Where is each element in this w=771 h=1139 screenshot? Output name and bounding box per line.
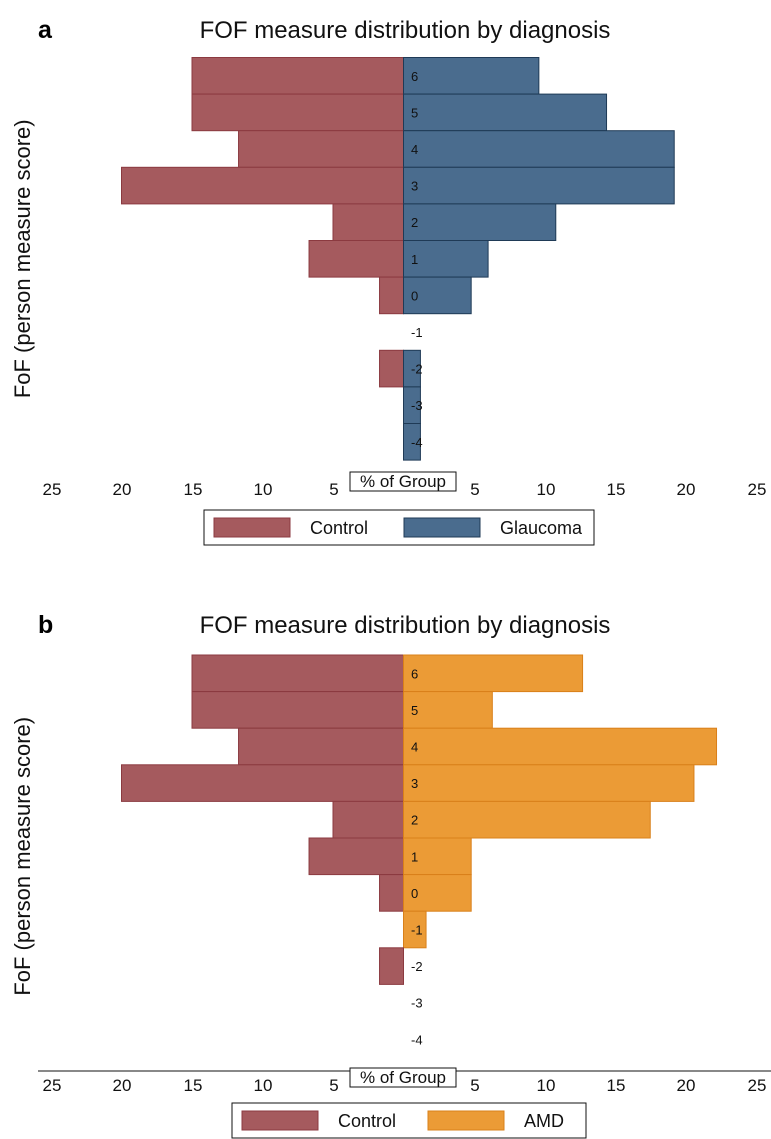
legend-swatch-control (241, 1110, 319, 1131)
bar-glaucoma-6 (403, 57, 540, 95)
legend-swatch-control (213, 517, 291, 538)
category-label: 5 (411, 105, 418, 120)
bar-glaucoma-5 (403, 93, 608, 132)
bar-control-5 (191, 93, 404, 132)
bar-control-4 (238, 727, 404, 766)
category-label: -3 (411, 398, 423, 413)
bar-glaucoma--4 (403, 423, 421, 461)
bar-glaucoma-1 (403, 240, 489, 278)
chart-title: FOF measure distribution by diagnosis (200, 612, 611, 639)
bar-amd-6 (403, 654, 584, 693)
bar-control--2 (379, 947, 404, 985)
category-label: 1 (411, 849, 418, 864)
bar-control-3 (121, 166, 404, 205)
bar-glaucoma-2 (403, 203, 557, 241)
category-label: -1 (411, 923, 423, 938)
bar-amd-5 (403, 691, 493, 729)
legend-label-control: Control (338, 1111, 396, 1131)
category-label: 6 (411, 69, 418, 84)
x-tick-label: 15 (184, 480, 203, 499)
category-label: -3 (411, 996, 423, 1011)
legend: Control Glaucoma (203, 509, 595, 546)
category-label: -4 (411, 435, 423, 450)
x-tick-label: 15 (607, 1076, 626, 1095)
x-tick-label: 20 (677, 480, 696, 499)
legend-swatch-amd (427, 1110, 505, 1131)
category-label: 5 (411, 703, 418, 718)
x-axis-label: % of Group (360, 472, 446, 491)
bar-control-1 (308, 837, 404, 876)
category-label: 1 (411, 252, 418, 267)
x-tick-label: 10 (254, 1076, 273, 1095)
bar-control-2 (332, 203, 404, 241)
bar-amd-2 (403, 800, 651, 839)
x-tick-label: 25 (748, 1076, 767, 1095)
bars (121, 57, 675, 461)
x-axis-caption-box (349, 1067, 457, 1088)
x-tick-label: 20 (113, 480, 132, 499)
bar-control-5 (191, 691, 404, 729)
x-tick-label: 5 (470, 480, 479, 499)
bar-control-0 (379, 276, 404, 315)
x-tick-label: 15 (607, 480, 626, 499)
bar-control-4 (238, 130, 404, 168)
x-tick-label: 20 (677, 1076, 696, 1095)
panel-label: b (38, 611, 53, 639)
bar-control-6 (191, 57, 404, 95)
bar-glaucoma-0 (403, 276, 472, 315)
chart-panel-a: a FOF measure distribution by diagnosis Fo… (10, 16, 767, 546)
x-tick-label: 25 (748, 480, 767, 499)
legend-label-control: Control (310, 518, 368, 538)
category-label: 0 (411, 288, 418, 303)
x-tick-label: 5 (329, 1076, 338, 1095)
x-tick-label: 5 (329, 480, 338, 499)
x-tick-label: 10 (537, 480, 556, 499)
category-label: -2 (411, 959, 423, 974)
category-label: 4 (411, 740, 418, 755)
legend-label-glaucoma: Glaucoma (500, 518, 583, 538)
category-label: 6 (411, 666, 418, 681)
bar-amd-3 (403, 764, 695, 802)
bar-control-3 (121, 764, 404, 802)
bar-control-6 (191, 654, 404, 693)
x-tick-label: 25 (43, 1076, 62, 1095)
category-label: 0 (411, 886, 418, 901)
bar-control--2 (379, 349, 404, 388)
x-tick-label: 10 (254, 480, 273, 499)
x-tick-label: 20 (113, 1076, 132, 1095)
chart-panel-b: b FOF measure distribution by diagnosis Fo… (10, 611, 771, 1139)
x-tick-label: 10 (537, 1076, 556, 1095)
bars (121, 654, 718, 985)
bar-amd--1 (403, 910, 427, 949)
bar-amd-0 (403, 874, 472, 912)
category-label: -4 (411, 1032, 423, 1047)
y-axis-label: FoF (person measure score) (10, 119, 35, 398)
y-axis-label: FoF (person measure score) (10, 717, 35, 996)
category-label: 3 (411, 776, 418, 791)
x-axis-caption-box (349, 471, 457, 492)
legend-swatch-glaucoma (403, 517, 481, 538)
x-axis-label: % of Group (360, 1068, 446, 1087)
x-tick-label: 5 (470, 1076, 479, 1095)
bar-amd-4 (403, 727, 718, 766)
legend: Control AMD (231, 1102, 587, 1139)
category-label: 4 (411, 142, 418, 157)
bar-control-1 (308, 240, 404, 278)
panel-label: a (38, 16, 53, 44)
chart-title: FOF measure distribution by diagnosis (200, 17, 611, 44)
bar-glaucoma-4 (403, 130, 675, 168)
bar-control-0 (379, 874, 404, 912)
category-label: 2 (411, 813, 418, 828)
category-label: 2 (411, 215, 418, 230)
category-label: 3 (411, 179, 418, 194)
category-label: -2 (411, 362, 423, 377)
x-tick-label: 15 (184, 1076, 203, 1095)
bar-glaucoma-3 (403, 166, 675, 205)
x-tick-label: 25 (43, 480, 62, 499)
category-label: -1 (411, 325, 423, 340)
bar-control-2 (332, 800, 404, 839)
legend-label-amd: AMD (524, 1111, 564, 1131)
